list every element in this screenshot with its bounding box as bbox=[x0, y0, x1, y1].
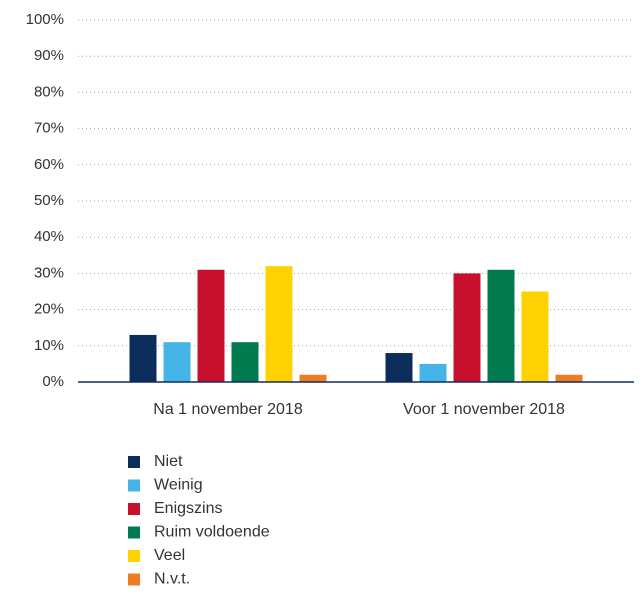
legend-swatch bbox=[128, 456, 140, 468]
bar bbox=[555, 374, 583, 382]
y-tick-label: 70% bbox=[34, 120, 64, 137]
bar bbox=[521, 291, 549, 382]
x-tick-label: Na 1 november 2018 bbox=[153, 401, 303, 418]
y-tick-label: 60% bbox=[34, 156, 64, 173]
legend-label: Ruim voldoende bbox=[154, 524, 270, 541]
y-tick-label: 40% bbox=[34, 228, 64, 245]
legend-swatch bbox=[128, 573, 140, 586]
bar bbox=[487, 269, 515, 382]
bar bbox=[265, 266, 293, 382]
y-tick-label: 0% bbox=[42, 373, 64, 390]
legend-label: Veel bbox=[154, 547, 185, 564]
y-tick-label: 80% bbox=[34, 83, 64, 100]
bar bbox=[299, 374, 327, 382]
y-tick-label: 30% bbox=[34, 264, 64, 281]
y-tick-label: 100% bbox=[26, 11, 64, 28]
bar bbox=[163, 342, 191, 382]
legend-swatch bbox=[128, 526, 140, 539]
bar bbox=[419, 363, 447, 382]
bar bbox=[385, 353, 413, 382]
legend-swatch bbox=[128, 550, 140, 562]
legend-label: Weinig bbox=[154, 477, 203, 494]
y-tick-label: 50% bbox=[34, 192, 64, 209]
legend-swatch bbox=[128, 479, 140, 492]
bar bbox=[453, 273, 481, 382]
y-tick-label: 90% bbox=[34, 47, 64, 64]
bar bbox=[197, 269, 225, 382]
legend-label: Niet bbox=[154, 453, 183, 470]
y-tick-label: 20% bbox=[34, 301, 64, 318]
legend-label: N.v.t. bbox=[154, 571, 190, 588]
bar bbox=[129, 334, 157, 382]
y-tick-label: 10% bbox=[34, 337, 64, 354]
legend-swatch bbox=[128, 503, 140, 515]
legend-label: Enigszins bbox=[154, 500, 222, 517]
x-tick-label: Voor 1 november 2018 bbox=[403, 401, 565, 418]
bar bbox=[231, 342, 259, 382]
